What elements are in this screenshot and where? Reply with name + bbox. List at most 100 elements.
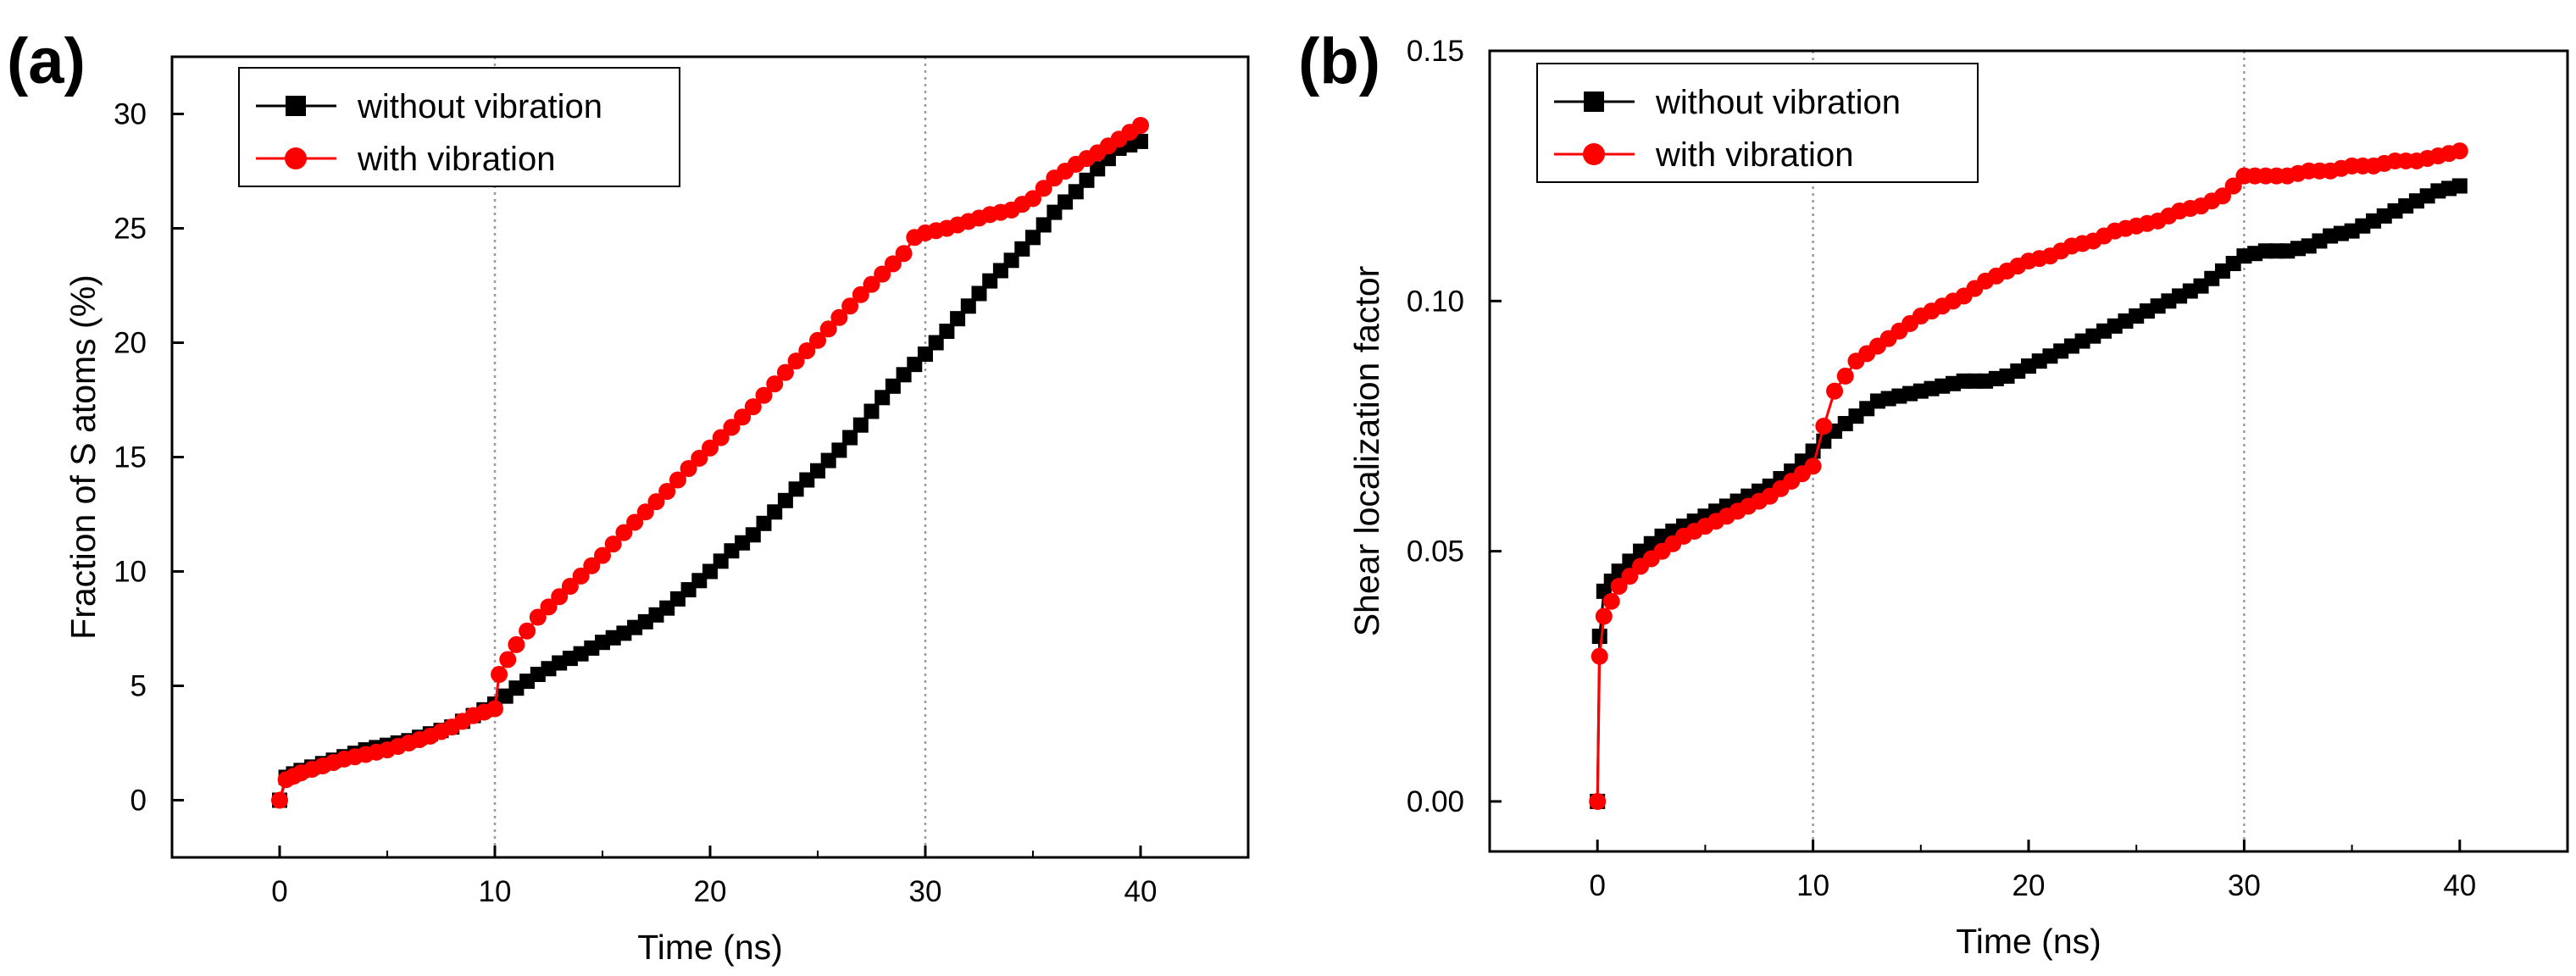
data-point [766,375,784,393]
data-point [819,320,837,338]
x-axis-title: Time (ns) [637,928,783,967]
x-tick-label: 40 [2443,869,2476,902]
x-tick-label: 10 [1796,869,1829,902]
data-point [572,567,590,585]
data-point [519,622,536,640]
legend: without vibration with vibration [238,67,680,187]
data-point [2451,142,2468,160]
legend-square-marker [1584,92,1604,112]
data-point [529,608,547,626]
data-point [755,386,773,404]
data-point [702,439,719,457]
data-point [2224,177,2242,195]
data-point [809,331,826,349]
series-line [1596,149,2461,801]
data-point [939,324,955,339]
y-tick-label: 5 [130,670,147,703]
y-tick-label: 0.00 [1407,785,1464,818]
data-point [615,524,633,541]
y-axis-title: Fraction of S atoms (%) [64,274,103,640]
data-point [1826,382,1844,400]
legend-label: with vibration [357,141,555,178]
data-point [594,546,611,564]
data-point [1836,367,1854,385]
data-point [971,286,987,302]
data-point [787,352,805,370]
data-point [1035,217,1052,233]
legend-label: with vibration [1655,136,1853,174]
series-without-vibration [272,133,1148,808]
x-tick-label: 0 [271,875,287,908]
x-tick-label: 20 [2012,869,2046,902]
y-axis-title: Shear localization factor [1347,266,1386,637]
data-point [499,651,517,668]
x-tick-label: 40 [1124,875,1158,908]
series-without-vibration [1590,178,2468,809]
x-tick-label: 0 [1589,869,1605,902]
data-point [723,419,741,436]
data-point [626,513,644,531]
data-point [1804,458,1822,475]
x-tick-label: 10 [479,875,512,908]
data-point [658,483,676,500]
y-tick-label: 15 [114,441,147,474]
data-point [734,408,752,426]
y-tick-label: 0 [130,785,147,818]
legend-circle-marker [1583,143,1605,165]
panel-label: (b) [1298,25,1380,97]
y-tick-label: 25 [114,213,147,246]
data-point [798,341,816,359]
series-with-vibration [271,117,1149,809]
data-point [551,588,569,606]
data-point [1133,133,1148,149]
data-point [950,311,966,327]
data-point [960,298,976,314]
data-point [604,535,622,553]
data-point [712,429,730,446]
x-tick-label: 30 [2228,869,2261,902]
x-tick-label: 30 [909,875,942,908]
data-point [852,286,869,303]
legend-circle-marker [285,147,307,169]
y-tick-label: 0.10 [1407,285,1464,318]
data-point [491,666,508,683]
series-line [278,140,1141,801]
data-point [1132,117,1149,134]
data-point [486,700,503,718]
data-point [540,598,558,616]
series-line [278,124,1141,801]
data-point [1591,647,1608,665]
panel-label: (a) [7,25,86,97]
data-point [1025,230,1041,246]
data-point [1035,180,1052,197]
data-point [895,245,913,263]
data-point [561,578,579,596]
x-tick-label: 20 [694,875,727,908]
y-tick-label: 0.05 [1407,535,1464,568]
panel-a: (a) 0 10 20 30 40 0 5 10 15 20 25 30 Time (ns) Fractio… [7,25,1250,967]
y-tick-label: 0.15 [1407,35,1464,68]
data-point [669,471,686,489]
data-point [1589,792,1607,810]
data-point [1595,607,1613,625]
data-point [776,363,794,381]
y-tick-label: 10 [114,556,147,589]
data-point [744,398,762,416]
data-point [1610,577,1628,595]
data-point [691,449,708,467]
legend-box [238,67,680,187]
data-point [1621,568,1639,585]
x-axis-title: Time (ns) [1956,922,2101,961]
legend-label: without vibration [357,88,602,125]
data-point [271,791,288,809]
data-point [863,403,880,419]
series-with-vibration [1589,142,2468,810]
data-point [831,442,847,458]
data-point [1815,417,1833,435]
data-point [1024,190,1041,208]
data-point [2213,187,2231,205]
series-line [1596,185,2461,801]
data-point [841,297,859,315]
data-point [680,460,697,477]
